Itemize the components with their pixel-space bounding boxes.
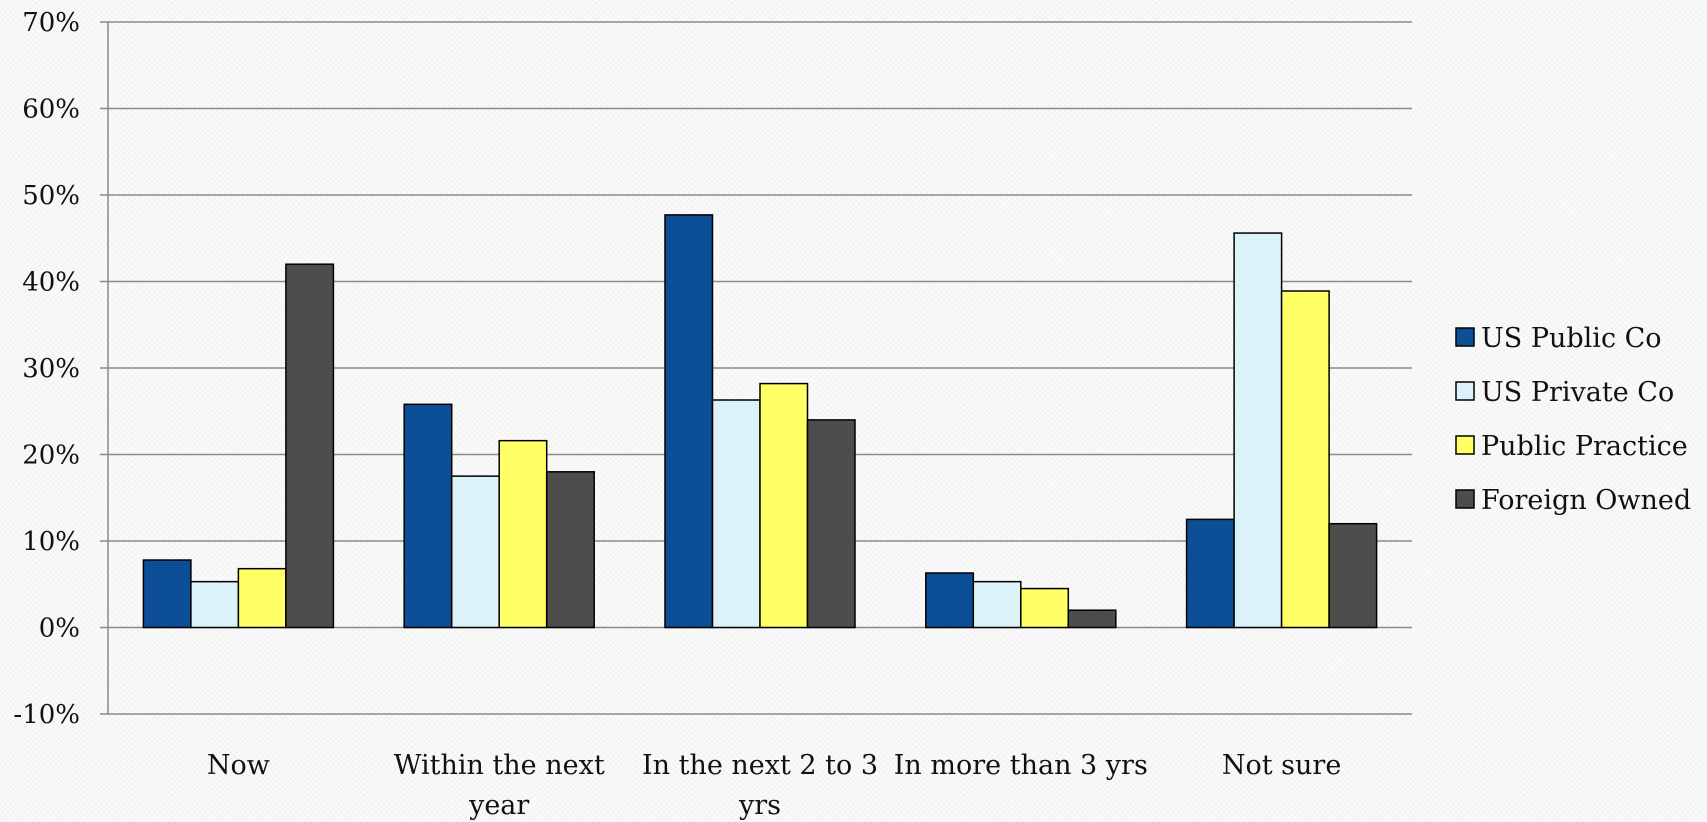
legend-swatch [1455, 489, 1475, 509]
bar [403, 403, 453, 629]
y-tick-label: 60% [22, 95, 80, 125]
x-category-label: Not sure [1222, 750, 1341, 781]
x-category-label: year [468, 790, 529, 821]
bar [450, 475, 500, 629]
bar [1067, 609, 1117, 629]
y-tick-label: 20% [22, 441, 80, 471]
bar [806, 419, 856, 629]
legend-swatch [1455, 327, 1475, 347]
legend: US Public Co US Private Co Public Practice… [1455, 323, 1691, 516]
bar [925, 572, 975, 629]
x-axis-labels: Now Within the next year In the next 2 to 3… [207, 750, 1341, 821]
legend-label: Foreign Owned [1481, 485, 1691, 516]
x-category-label: Now [207, 750, 270, 781]
legend-label: US Public Co [1481, 323, 1662, 354]
bar [972, 580, 1022, 629]
y-tick-label: 10% [22, 527, 80, 557]
x-category-label: In more than 3 yrs [894, 750, 1148, 781]
legend-swatch [1455, 381, 1475, 401]
x-category-label: In the next 2 to 3 [642, 750, 878, 781]
y-tick-label: 0% [39, 614, 80, 644]
bar [1328, 522, 1378, 629]
bar [545, 471, 595, 629]
bar [1233, 232, 1283, 629]
y-axis: -10% 0% 10% 20% 30% 40% 50% 60% 70% [13, 8, 109, 730]
legend-label: US Private Co [1481, 377, 1674, 408]
x-category-label: Within the next [394, 750, 605, 781]
bar [1185, 518, 1235, 629]
y-tick-label: 30% [22, 354, 80, 384]
bar [498, 439, 548, 629]
x-category-label: yrs [738, 790, 781, 821]
bar [1280, 290, 1330, 629]
bar [142, 559, 192, 629]
bar [190, 580, 240, 629]
y-tick-label: 70% [22, 8, 80, 38]
bar [285, 263, 335, 629]
bars [142, 214, 1378, 629]
bar [711, 399, 761, 629]
legend-swatch [1455, 435, 1475, 455]
y-tick-label: 50% [22, 181, 80, 211]
bar [237, 567, 287, 629]
y-tick-label: -10% [13, 700, 80, 730]
bar [664, 214, 714, 629]
legend-label: Public Practice [1481, 431, 1688, 462]
bar [759, 382, 809, 629]
y-tick-label: 40% [22, 268, 80, 298]
bar [1020, 587, 1070, 629]
